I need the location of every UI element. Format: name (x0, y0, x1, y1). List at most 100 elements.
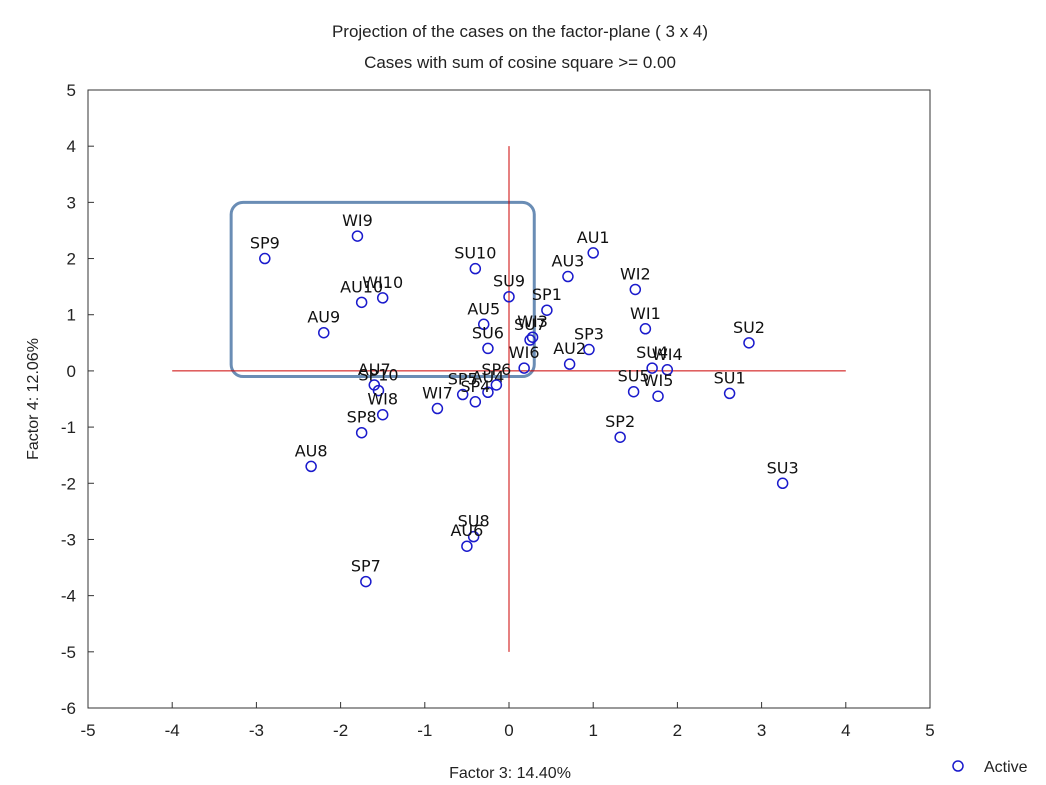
point-label: SP10 (358, 366, 398, 385)
y-tick-label: -5 (61, 643, 76, 662)
point-label: SU4 (636, 343, 668, 362)
point-label: SP6 (481, 360, 511, 379)
point-label: WI6 (509, 343, 540, 362)
data-point (526, 331, 539, 343)
y-tick-label: -6 (61, 699, 76, 718)
data-point (614, 431, 626, 443)
data-point (503, 290, 515, 303)
data-point (360, 575, 372, 588)
data-point (477, 318, 490, 331)
point-label: WI7 (422, 384, 453, 403)
point-label: WI10 (362, 273, 403, 292)
x-tick-label: -2 (333, 721, 348, 740)
data-point (467, 530, 480, 543)
point-label: AU9 (307, 308, 340, 327)
data-point (372, 384, 385, 397)
data-point (541, 304, 553, 316)
data-point (318, 326, 330, 339)
point-label: WI4 (652, 345, 683, 364)
x-tick-label: 1 (588, 721, 597, 740)
y-tick-label: 3 (67, 193, 76, 212)
data-point (661, 364, 674, 376)
data-point (431, 402, 444, 415)
point-label: WI5 (643, 371, 674, 390)
data-point (518, 362, 530, 374)
point-label: SU5 (618, 367, 650, 386)
point-label: WI8 (367, 390, 398, 409)
point-label: SP7 (351, 557, 381, 576)
point-label: AU4 (472, 367, 505, 386)
legend-marker-icon (952, 760, 964, 772)
x-tick-label: -5 (80, 721, 95, 740)
point-label: SU8 (458, 512, 490, 531)
data-point (646, 362, 658, 374)
data-point (652, 390, 664, 402)
point-label: AU1 (577, 228, 610, 247)
chart-subtitle: Cases with sum of cosine square >= 0.00 (364, 53, 676, 72)
data-point (355, 296, 368, 309)
data-point (376, 292, 389, 304)
data-point (469, 396, 482, 408)
point-label: SU2 (733, 318, 765, 337)
data-point (355, 426, 368, 439)
data-point (743, 337, 755, 349)
data-point (562, 270, 574, 283)
point-label: SP9 (250, 234, 280, 253)
highlight-box (229, 200, 536, 379)
x-tick-label: 4 (841, 721, 850, 740)
data-point (639, 323, 652, 335)
x-tick-label: -3 (249, 721, 264, 740)
point-label: SP4 (460, 377, 490, 396)
point-label: AU7 (358, 360, 391, 379)
x-tick-label: 5 (925, 721, 934, 740)
point-label: SU6 (472, 323, 504, 342)
data-point (563, 358, 576, 370)
data-point (482, 386, 494, 399)
chart-title: Projection of the cases on the factor-pl… (332, 22, 708, 41)
point-label: AU2 (553, 339, 586, 358)
point-label: SP3 (574, 325, 604, 344)
data-point (776, 477, 789, 490)
point-label: SU9 (493, 272, 525, 291)
point-label: SU1 (714, 368, 746, 387)
data-point (490, 379, 503, 391)
y-tick-label: -1 (61, 418, 76, 437)
data-point (469, 262, 482, 275)
legend-label-active: Active (984, 759, 1028, 776)
legend: Active (952, 759, 1028, 776)
point-label: AU3 (552, 252, 585, 271)
y-tick-label: 0 (67, 362, 76, 381)
x-axis-label: Factor 3: 14.40% (449, 765, 571, 782)
point-label: SU10 (454, 244, 496, 263)
data-point (376, 408, 389, 421)
x-tick-label: 0 (504, 721, 513, 740)
point-label: AU8 (295, 441, 328, 460)
y-axis-label: Factor 4: 12.06% (25, 338, 42, 460)
point-label: WI2 (620, 264, 651, 283)
y-tick-label: 1 (67, 306, 76, 325)
data-point (629, 283, 642, 296)
point-label: AU5 (467, 299, 500, 318)
data-point (456, 388, 469, 401)
y-tick-label: -2 (61, 474, 76, 493)
y-tick-label: -4 (61, 587, 76, 606)
data-point (587, 247, 599, 259)
point-label: SP8 (347, 408, 377, 427)
x-tick-label: -1 (417, 721, 432, 740)
data-point (482, 342, 494, 355)
point-label: SP5 (448, 370, 478, 389)
point-label: WI3 (517, 312, 548, 331)
point-label: WI9 (342, 211, 373, 230)
x-tick-label: 3 (757, 721, 766, 740)
y-tick-label: 4 (67, 137, 76, 156)
y-tick-label: -3 (61, 530, 76, 549)
data-point (583, 343, 595, 356)
point-label: AU6 (450, 521, 483, 540)
y-tick-label: 2 (67, 250, 76, 269)
data-point (524, 334, 536, 346)
x-tick-label: 2 (673, 721, 682, 740)
data-point (259, 252, 271, 265)
data-point (305, 460, 317, 473)
y-tick-label: 5 (67, 81, 76, 100)
